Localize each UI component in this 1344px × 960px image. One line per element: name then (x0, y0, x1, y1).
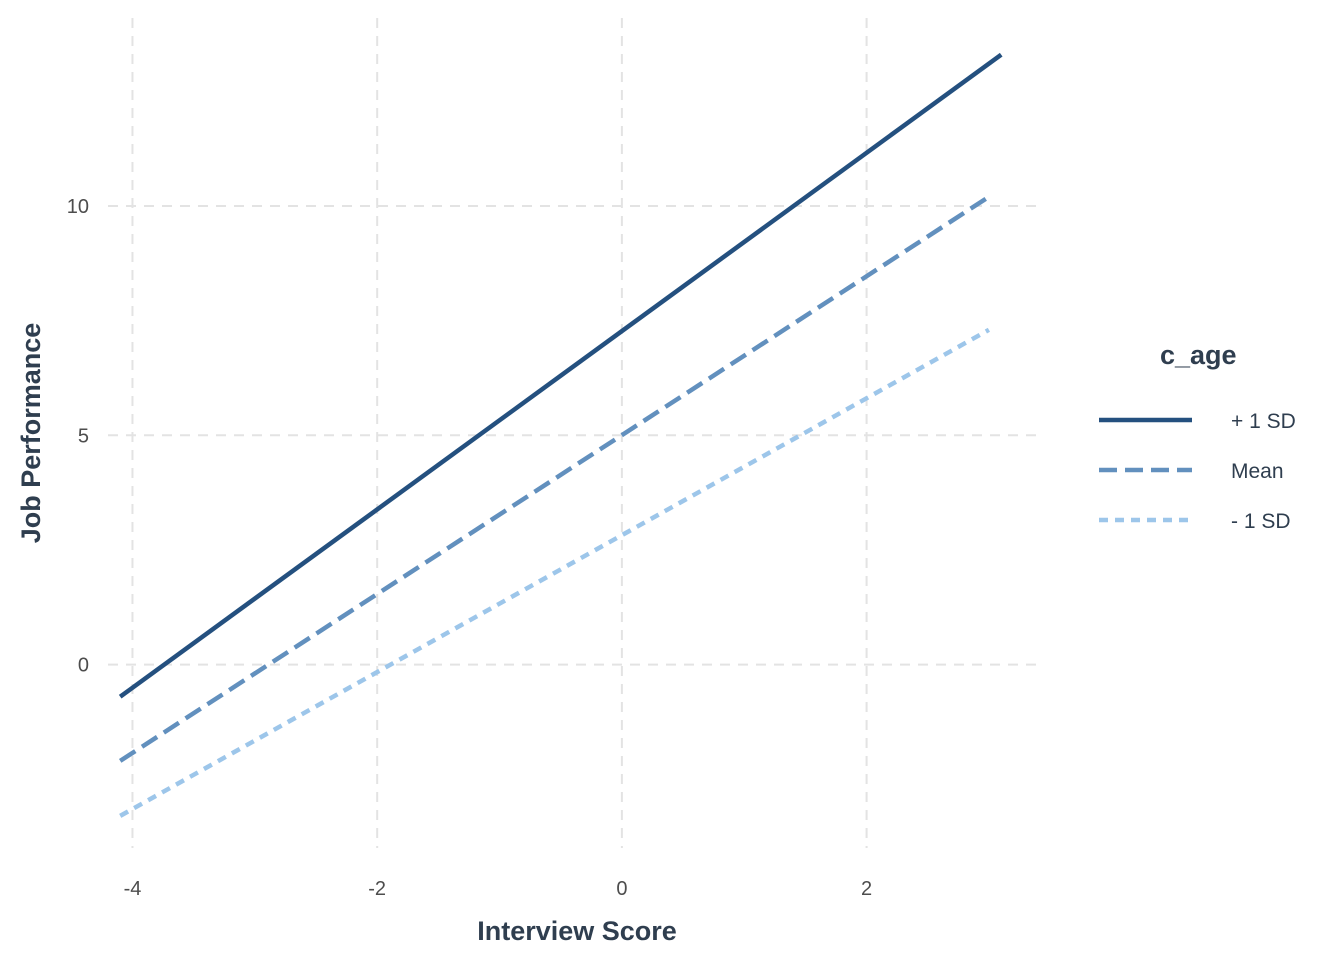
x-tick-label: -4 (124, 878, 142, 900)
x-tick-label: 2 (861, 878, 872, 900)
x-axis-title: Interview Score (477, 916, 677, 946)
y-tick-label: 0 (78, 655, 89, 677)
x-tick-label: -2 (368, 878, 386, 900)
legend-label: + 1 SD (1231, 410, 1296, 433)
series-line (118, 194, 991, 763)
y-tick-label: 5 (78, 425, 89, 447)
grid-lines (108, 18, 1044, 848)
legend-label: Mean (1231, 460, 1284, 483)
legend: c_age + 1 SD Mean - 1 SD (1099, 340, 1296, 533)
x-tick-label: 0 (616, 878, 627, 900)
series-line (119, 327, 990, 818)
legend-label: - 1 SD (1231, 510, 1291, 533)
y-axis-title: Job Performance (16, 323, 46, 544)
legend-title: c_age (1160, 340, 1237, 370)
y-tick-label: 10 (67, 196, 89, 218)
series-lines (118, 52, 1003, 818)
tick-labels: -4 -2 0 2 0 5 10 (67, 196, 872, 900)
series-line (118, 52, 1003, 699)
